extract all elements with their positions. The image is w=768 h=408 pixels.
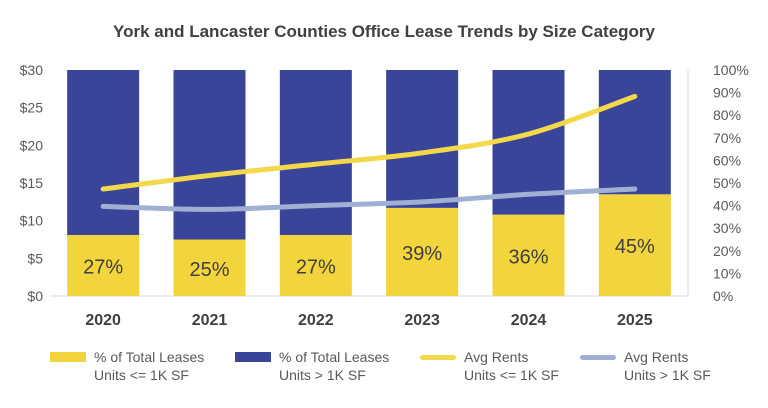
- bar-small-share-2024: [492, 214, 565, 296]
- bar-large-share-2021: [173, 70, 246, 240]
- left-axis-tick-label: $30: [20, 62, 44, 78]
- legend-swatch-small-share: [50, 352, 86, 362]
- data-label-small-share: 45%: [615, 236, 655, 258]
- bar-small-share-2020: [67, 234, 140, 296]
- right-axis-tick-label: 50%: [713, 175, 741, 191]
- left-axis-tick-label: $20: [20, 137, 44, 153]
- bar-small-share-2021: [173, 239, 246, 296]
- left-axis-tick-label: $0: [27, 288, 43, 304]
- legend-label-small-share: % of Total Leases Units <= 1K SF: [94, 349, 205, 383]
- legend-item-small-share: % of Total Leases Units <= 1K SF: [50, 348, 204, 384]
- legend-label-large-share: % of Total Leases Units > 1K SF: [279, 349, 390, 383]
- x-axis-category-label: 2020: [85, 312, 121, 329]
- left-axis-tick-label: $15: [20, 175, 44, 191]
- right-axis-tick-label: 40%: [713, 198, 741, 214]
- line-avg-rents-small: [100, 93, 638, 192]
- right-axis-tick-label: 0%: [713, 288, 733, 304]
- left-axis-tick-label: $10: [20, 213, 44, 229]
- bar-small-share-2025: [598, 194, 671, 296]
- data-label-small-share: 36%: [508, 246, 548, 268]
- legend-line-large-rent: [580, 355, 616, 360]
- bar-small-share-2022: [279, 234, 352, 296]
- legend-item-small-rent: Avg Rents Units <= 1K SF: [420, 348, 559, 384]
- data-label-small-share: 25%: [189, 259, 229, 281]
- right-axis-tick-label: 80%: [713, 107, 741, 123]
- line-avg-rents-large: [100, 186, 638, 212]
- right-axis-tick-label: 60%: [713, 152, 741, 168]
- left-axis-tick-label: $25: [20, 100, 44, 116]
- left-axis-tick-label: $5: [27, 250, 43, 266]
- legend-label-small-rent: Avg Rents Units <= 1K SF: [464, 349, 559, 383]
- legend-item-large-share: % of Total Leases Units > 1K SF: [235, 348, 389, 384]
- x-axis-category-label: 2021: [192, 312, 228, 329]
- data-label-small-share: 39%: [402, 243, 442, 265]
- chart-title: York and Lancaster Counties Office Lease…: [113, 22, 655, 41]
- bar-large-share-2022: [279, 70, 352, 235]
- x-axis-category-label: 2022: [298, 312, 334, 329]
- x-axis-category-label: 2024: [511, 312, 547, 329]
- bar-large-share-2025: [598, 70, 671, 195]
- x-axis-category-label: 2025: [617, 312, 653, 329]
- legend-line-small-rent: [420, 355, 456, 360]
- right-axis-tick-label: 10%: [713, 265, 741, 281]
- x-axis-category-label: 2023: [404, 312, 440, 329]
- right-axis-tick-label: 70%: [713, 130, 741, 146]
- data-label-small-share: 27%: [296, 256, 336, 278]
- bar-small-share-2023: [386, 207, 459, 296]
- right-axis-tick-label: 90%: [713, 85, 741, 101]
- bar-large-share-2023: [386, 70, 459, 208]
- right-axis-tick-label: 100%: [713, 62, 749, 78]
- right-axis-tick-label: 30%: [713, 220, 741, 236]
- bar-large-share-2020: [67, 70, 140, 235]
- legend-item-large-rent: Avg Rents Units > 1K SF: [580, 348, 711, 384]
- right-axis-tick-label: 20%: [713, 243, 741, 259]
- legend-swatch-large-share: [235, 352, 271, 362]
- legend-label-large-rent: Avg Rents Units > 1K SF: [624, 349, 711, 383]
- legend: % of Total Leases Units <= 1K SF % of To…: [0, 348, 768, 398]
- data-label-small-share: 27%: [83, 256, 123, 278]
